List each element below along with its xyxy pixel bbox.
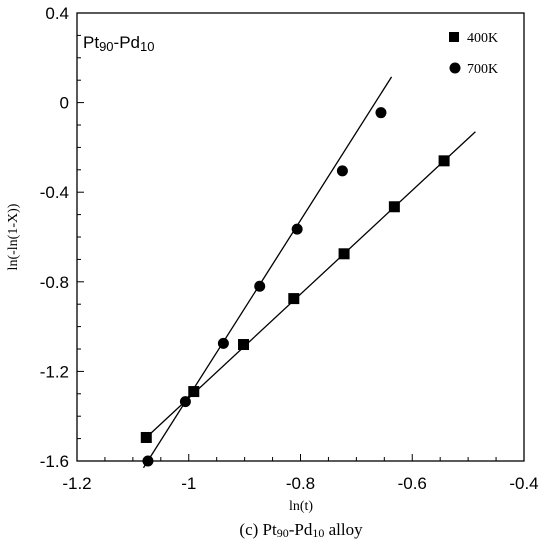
point-400k <box>338 248 350 260</box>
y-tick-label: 0.4 <box>45 4 69 23</box>
inset-title-sub2: 10 <box>140 39 154 54</box>
inset-title-mid: -Pd <box>114 33 140 52</box>
point-700k <box>254 280 266 292</box>
point-400k <box>438 155 450 167</box>
point-400k <box>140 431 152 443</box>
legend-marker-700k <box>449 62 461 74</box>
fit-line-700k <box>142 76 393 469</box>
legend-label-700k: 700K <box>467 62 498 77</box>
x-axis-title: ln(t) <box>289 499 313 514</box>
fit-line-400k <box>145 131 476 438</box>
x-tick-label: -0.6 <box>398 474 427 493</box>
legend-label-400k: 400K <box>467 31 498 46</box>
point-700k <box>336 165 348 177</box>
y-tick-label: -0.8 <box>40 273 69 292</box>
inset-title-sub1: 90 <box>99 39 113 54</box>
caption-text-a: Pt <box>263 520 277 539</box>
point-400k <box>388 201 400 213</box>
x-tick-labels: -1.2 -1 -0.8 -0.6 -0.4 <box>62 474 538 493</box>
y-tick-label: 0 <box>60 94 69 113</box>
figure-caption: (c) Pt90-Pd10 alloy <box>239 520 363 541</box>
legend-marker-400k <box>449 32 459 42</box>
point-700k <box>291 223 303 235</box>
caption-text-b: -Pd <box>289 520 313 539</box>
x-tick-label: -0.8 <box>286 474 315 493</box>
point-400k <box>188 386 200 398</box>
plot-frame <box>76 12 525 462</box>
y-tick-label: -0.4 <box>40 183 69 202</box>
point-400k <box>238 339 250 351</box>
x-tick-label: -0.4 <box>509 474 538 493</box>
point-400k <box>288 293 300 305</box>
caption-text-c: alloy <box>329 520 363 539</box>
x-tick-label: -1.2 <box>62 474 91 493</box>
fit-lines <box>142 76 476 469</box>
axis-ticks <box>76 12 525 462</box>
y-tick-label: -1.2 <box>40 362 69 381</box>
point-700k <box>375 107 387 119</box>
caption-sub-a: 90 <box>277 526 289 540</box>
caption-sub-b: 10 <box>312 526 324 540</box>
point-700k <box>142 455 154 467</box>
legend: 400K 700K <box>449 31 498 77</box>
y-axis-title: ln(-ln(1-X)) <box>6 203 21 270</box>
y-tick-labels: -1.6 -1.2 -0.8 -0.4 0 0.4 <box>40 4 69 471</box>
caption-label: (c) <box>239 520 258 539</box>
point-700k <box>179 396 191 408</box>
point-700k <box>217 337 229 349</box>
x-tick-label: -1 <box>181 474 196 493</box>
inset-title: Pt90-Pd10 <box>83 33 154 54</box>
inset-title-main: Pt <box>83 33 99 52</box>
data-markers <box>140 107 450 467</box>
y-tick-label: -1.6 <box>40 452 69 471</box>
